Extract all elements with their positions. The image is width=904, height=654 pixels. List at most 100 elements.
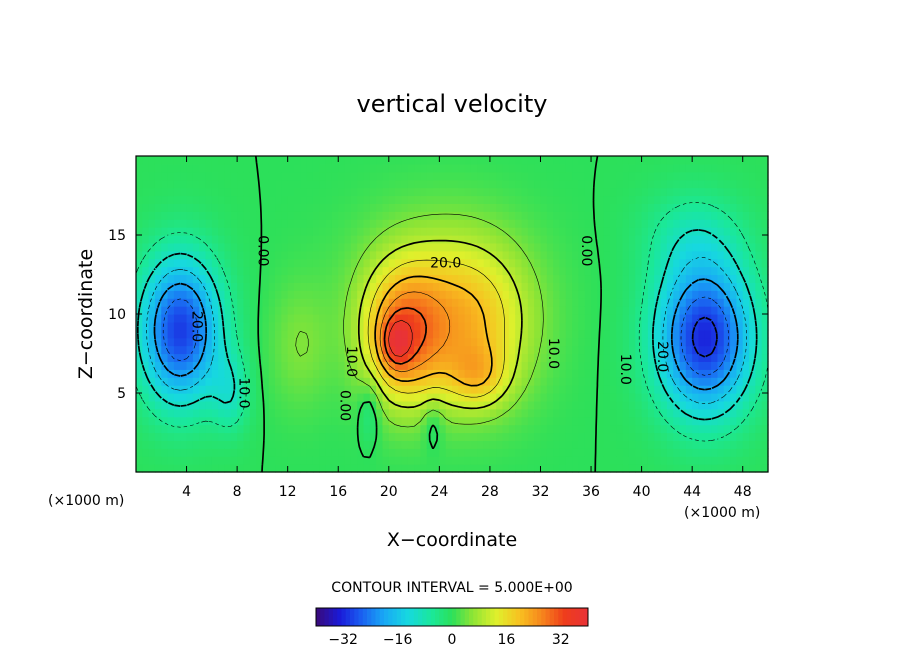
field-cell xyxy=(224,432,232,441)
field-cell xyxy=(414,329,421,339)
field-cell xyxy=(294,400,301,410)
field-cell xyxy=(647,156,655,165)
field-cell xyxy=(723,361,731,370)
field-cell xyxy=(736,187,744,197)
field-cell xyxy=(395,298,403,307)
field-cell xyxy=(344,353,352,362)
field-cell xyxy=(369,227,377,236)
field-cell xyxy=(591,337,598,347)
field-cell xyxy=(161,156,169,165)
field-cell xyxy=(192,156,200,165)
contour-line xyxy=(367,259,505,398)
field-cell xyxy=(496,337,504,347)
field-cell xyxy=(527,400,535,410)
field-cell xyxy=(666,377,674,386)
field-cell xyxy=(249,179,257,189)
field-cell xyxy=(395,361,403,370)
field-cell xyxy=(414,274,421,283)
field-cell xyxy=(376,163,384,173)
field-cell xyxy=(420,187,428,197)
field-cell xyxy=(521,163,529,173)
field-cell xyxy=(256,250,263,260)
field-cell xyxy=(502,424,510,434)
field-cell xyxy=(742,432,750,441)
field-cell xyxy=(723,385,731,394)
field-cell xyxy=(717,298,725,307)
field-cell xyxy=(755,416,763,426)
field-cell xyxy=(540,156,548,165)
field-cell xyxy=(527,266,535,276)
field-cell xyxy=(635,361,643,370)
field-cell xyxy=(281,306,289,315)
field-cell xyxy=(755,408,763,418)
field-cell xyxy=(527,353,535,362)
field-cell xyxy=(136,266,143,276)
field-cell xyxy=(685,337,693,347)
field-cell xyxy=(749,464,756,473)
field-cell xyxy=(515,171,523,181)
field-cell xyxy=(679,432,687,441)
field-cell xyxy=(357,369,365,378)
field-cell xyxy=(458,235,466,244)
field-cell xyxy=(173,424,181,434)
field-cell xyxy=(578,179,586,189)
field-cell xyxy=(401,171,409,181)
field-cell xyxy=(294,203,301,212)
field-cell xyxy=(344,187,352,197)
field-cell xyxy=(262,400,270,410)
field-cell xyxy=(186,211,194,220)
field-cell xyxy=(426,385,434,394)
field-cell xyxy=(205,456,213,465)
field-cell xyxy=(369,250,377,260)
field-cell xyxy=(142,353,150,362)
colorbar-segment xyxy=(486,608,491,626)
field-cell xyxy=(584,361,592,370)
field-cell xyxy=(401,337,409,347)
field-cell xyxy=(161,250,169,260)
field-cell xyxy=(294,416,301,426)
field-cell xyxy=(445,227,453,236)
field-cell xyxy=(540,321,548,331)
field-cell xyxy=(300,400,308,410)
field-cell xyxy=(401,440,409,449)
field-cell xyxy=(192,314,200,323)
field-cell xyxy=(641,456,649,465)
field-cell xyxy=(477,282,485,291)
field-cell xyxy=(597,408,605,418)
field-cell xyxy=(268,353,276,362)
field-cell xyxy=(275,353,282,362)
field-cell xyxy=(692,393,700,402)
field-cell xyxy=(312,258,320,268)
field-cell xyxy=(584,282,592,291)
field-cell xyxy=(205,163,213,173)
field-cell xyxy=(338,377,346,386)
field-cell xyxy=(192,242,200,252)
field-cell xyxy=(572,250,579,260)
contour-line xyxy=(136,229,758,421)
field-cell xyxy=(755,282,763,291)
field-cell xyxy=(647,329,655,339)
field-cell xyxy=(711,235,719,244)
field-cell xyxy=(407,400,415,410)
field-cell xyxy=(730,369,737,378)
field-cell xyxy=(749,250,756,260)
field-cell xyxy=(666,337,674,347)
field-cell xyxy=(666,187,674,197)
field-cell xyxy=(736,163,744,173)
x-unit-label-left: (×1000 m) xyxy=(48,493,124,509)
field-cell xyxy=(508,345,516,355)
field-cell xyxy=(287,235,295,244)
field-cell xyxy=(369,171,377,181)
field-cell xyxy=(338,416,346,426)
field-cell xyxy=(319,393,327,402)
field-cell xyxy=(363,345,371,355)
field-cell xyxy=(553,416,561,426)
field-cell xyxy=(458,369,466,378)
field-cell xyxy=(426,195,434,204)
field-cell xyxy=(407,266,415,276)
field-cell xyxy=(761,440,769,449)
field-cell xyxy=(439,250,447,260)
field-cell xyxy=(224,211,232,220)
field-cell xyxy=(591,448,598,457)
field-cell xyxy=(717,400,725,410)
